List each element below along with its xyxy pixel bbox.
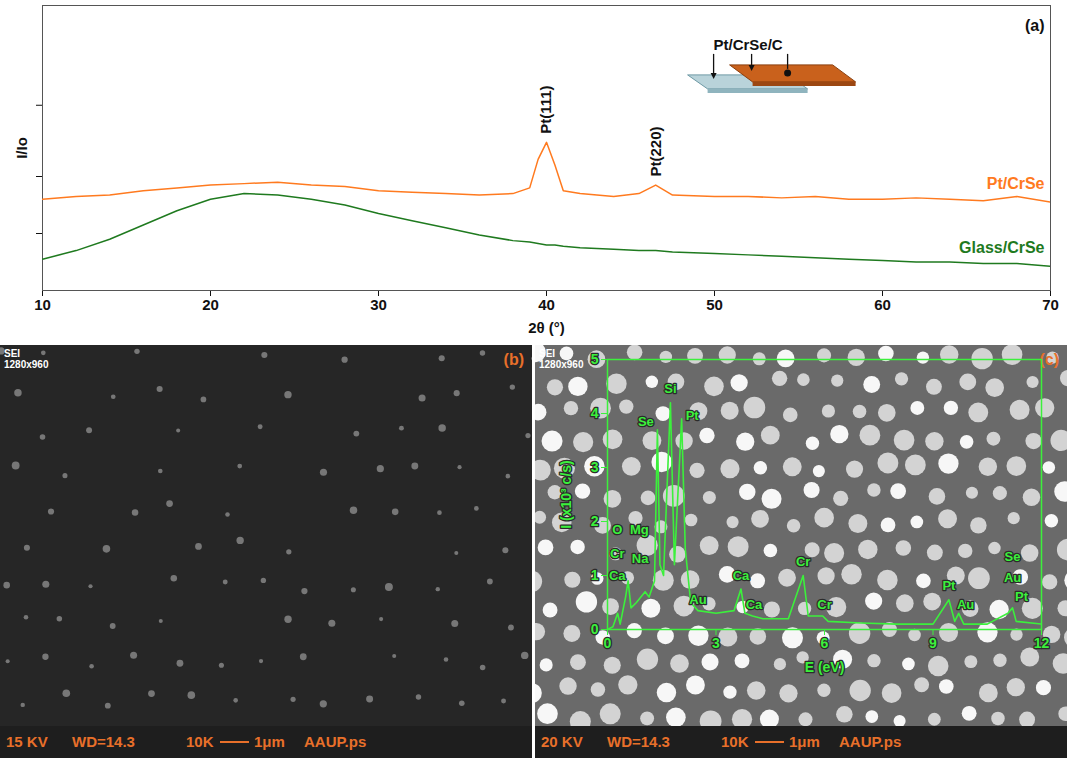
svg-text:WD=14.3: WD=14.3 — [72, 733, 135, 750]
svg-text:Au: Au — [689, 592, 706, 607]
svg-text:Glass/CrSe: Glass/CrSe — [959, 239, 1044, 256]
svg-text:10: 10 — [34, 296, 51, 313]
svg-text:Pt: Pt — [686, 408, 700, 423]
svg-text:10K: 10K — [186, 733, 214, 750]
svg-text:Pt: Pt — [1015, 589, 1029, 604]
svg-text:Cr: Cr — [610, 546, 624, 561]
svg-text:2θ (°): 2θ (°) — [528, 319, 565, 336]
svg-text:Se: Se — [638, 414, 654, 429]
svg-text:Si: Si — [664, 381, 676, 396]
svg-text:Au: Au — [957, 597, 974, 612]
svg-text:E (eV): E (eV) — [805, 659, 845, 675]
svg-text:I (x10³ c/s): I (x10³ c/s) — [558, 460, 574, 528]
svg-text:3: 3 — [591, 459, 599, 475]
svg-text:(b): (b) — [504, 351, 524, 368]
svg-text:Pt(220): Pt(220) — [647, 126, 664, 176]
svg-text:(c): (c) — [1039, 351, 1059, 368]
svg-text:Cr: Cr — [796, 554, 810, 569]
svg-text:Ca: Ca — [733, 568, 750, 583]
svg-text:Au: Au — [1004, 570, 1021, 585]
svg-text:5: 5 — [591, 351, 599, 367]
svg-text:I/Io: I/Io — [13, 137, 30, 159]
svg-text:6: 6 — [821, 635, 829, 651]
svg-text:Pt/CrSe/C: Pt/CrSe/C — [714, 36, 783, 53]
svg-text:Pt: Pt — [942, 578, 956, 593]
svg-text:40: 40 — [538, 296, 555, 313]
svg-text:20 KV: 20 KV — [541, 733, 583, 750]
svg-text:Cr: Cr — [817, 597, 831, 612]
svg-text:1μm: 1μm — [789, 733, 820, 750]
svg-text:Ca: Ca — [609, 568, 626, 583]
svg-text:50: 50 — [706, 296, 723, 313]
svg-text:9: 9 — [929, 635, 937, 651]
svg-text:WD=14.3: WD=14.3 — [607, 733, 670, 750]
svg-text:15 KV: 15 KV — [6, 733, 48, 750]
svg-text:1280x960: 1280x960 — [4, 359, 49, 370]
svg-text:SEI: SEI — [539, 348, 555, 359]
svg-text:4: 4 — [591, 405, 599, 421]
svg-text:Ca: Ca — [746, 597, 763, 612]
svg-text:Mg: Mg — [630, 522, 649, 537]
svg-text:1μm: 1μm — [254, 733, 285, 750]
svg-text:1: 1 — [591, 567, 599, 583]
svg-text:0: 0 — [604, 635, 612, 651]
svg-text:10K: 10K — [721, 733, 749, 750]
svg-text:O: O — [612, 522, 622, 537]
svg-text:Pt/CrSe: Pt/CrSe — [987, 175, 1045, 192]
svg-text:70: 70 — [1042, 296, 1059, 313]
svg-text:30: 30 — [370, 296, 387, 313]
svg-text:3: 3 — [712, 635, 720, 651]
svg-text:0: 0 — [591, 621, 599, 637]
svg-text:SEI: SEI — [4, 348, 20, 359]
svg-text:60: 60 — [874, 296, 891, 313]
svg-text:Pt(111): Pt(111) — [537, 85, 554, 133]
svg-text:Se: Se — [1005, 549, 1021, 564]
svg-text:1280x960: 1280x960 — [539, 359, 584, 370]
svg-text:12: 12 — [1034, 635, 1050, 651]
svg-text:AAUP.ps: AAUP.ps — [839, 733, 901, 750]
svg-text:2: 2 — [591, 513, 599, 529]
svg-text:AAUP.ps: AAUP.ps — [304, 733, 366, 750]
svg-text:(a): (a) — [1025, 17, 1045, 34]
svg-text:Na: Na — [632, 551, 649, 566]
svg-text:20: 20 — [202, 296, 219, 313]
